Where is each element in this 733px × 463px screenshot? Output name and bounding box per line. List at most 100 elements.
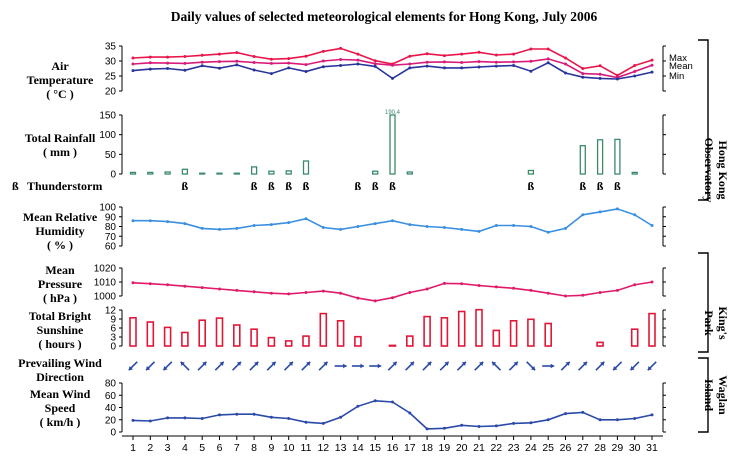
wind-arrow-head bbox=[613, 366, 618, 371]
pressure-mean-point bbox=[269, 291, 273, 295]
temperature-max-point bbox=[546, 47, 550, 51]
rainfall-bar bbox=[406, 171, 413, 175]
sunshine-bar bbox=[405, 335, 414, 347]
x-tick-label: 10 bbox=[283, 442, 295, 454]
temperature-min-point bbox=[166, 67, 170, 70]
wind-arrow-head bbox=[360, 363, 364, 369]
thunderstorm-symbol: ß bbox=[579, 179, 586, 193]
temperature-mean-point bbox=[477, 60, 481, 64]
temperature-max-point bbox=[494, 53, 498, 57]
wind-arrow bbox=[629, 361, 640, 371]
temperature-min-point bbox=[287, 66, 291, 70]
humidity-tick-label: 60 bbox=[105, 242, 117, 253]
humidity-mean-point bbox=[460, 227, 464, 231]
temperature-min-series bbox=[131, 61, 654, 81]
rainfall-bar bbox=[389, 114, 396, 175]
wind-speed-mean-point bbox=[598, 418, 602, 422]
temperature-min-point bbox=[564, 71, 567, 75]
wind-arrow-head bbox=[479, 361, 484, 366]
wind-speed-mean-point bbox=[218, 413, 221, 417]
temperature-mean-point bbox=[598, 72, 602, 76]
humidity-mean-point bbox=[200, 226, 204, 230]
wind-speed-mean-point bbox=[512, 421, 516, 425]
sunshine-bar bbox=[233, 324, 241, 347]
sunshine-bar bbox=[129, 316, 137, 347]
pressure-mean-point bbox=[304, 291, 308, 294]
x-tick-label: 28 bbox=[594, 442, 606, 454]
thunderstorm-symbol: ß bbox=[389, 179, 396, 193]
temperature-tick-label: 20 bbox=[105, 87, 117, 98]
wind-speed-mean-point bbox=[546, 418, 550, 422]
wind-arrow bbox=[456, 361, 467, 371]
sunshine-bar bbox=[388, 344, 397, 347]
humidity-mean-point bbox=[615, 207, 619, 211]
pressure-mean-point bbox=[529, 288, 533, 292]
temperature-min-point bbox=[252, 68, 256, 72]
temperature-mean-point bbox=[166, 61, 170, 65]
temperature-axis: 20 25 30 35 bbox=[105, 42, 666, 98]
wind-arrow bbox=[387, 361, 398, 371]
sunshine-bar bbox=[440, 316, 449, 347]
sunshine-bar bbox=[302, 335, 310, 347]
sunshine-bar bbox=[544, 322, 553, 347]
temperature-max-point bbox=[148, 55, 152, 59]
humidity-mean-point bbox=[287, 221, 291, 225]
sunshine-bar bbox=[181, 331, 189, 347]
pressure-mean-point bbox=[235, 288, 239, 292]
sunshine-bar bbox=[354, 335, 362, 347]
temperature-max-point bbox=[425, 52, 429, 56]
wind-arrow bbox=[439, 361, 450, 371]
x-tick-label: 27 bbox=[577, 442, 589, 454]
x-tick-label: 1 bbox=[130, 442, 136, 454]
wind-speed-mean-point bbox=[356, 404, 360, 408]
wind-speed-mean-point bbox=[321, 421, 325, 425]
humidity-label-line: Humidity bbox=[35, 224, 84, 238]
wind-arrow bbox=[249, 361, 259, 371]
temperature-label-line: ( °C ) bbox=[46, 87, 73, 101]
temperature-min-point bbox=[650, 70, 654, 74]
wind-arrow bbox=[647, 361, 657, 371]
temperature-legend-max: Max bbox=[669, 53, 687, 64]
temperature-min-point bbox=[529, 69, 533, 73]
wind-arrow-head bbox=[530, 366, 536, 371]
rainfall-bar bbox=[631, 171, 638, 175]
pressure-label-line: Pressure bbox=[38, 277, 83, 291]
temperature-max-point bbox=[477, 50, 481, 54]
x-tick-label: 16 bbox=[387, 442, 399, 454]
rainfall-tick-label: 50 bbox=[105, 150, 117, 161]
wind-speed-mean-point bbox=[581, 410, 585, 414]
humidity-mean-point bbox=[494, 224, 498, 227]
temperature-mean-point bbox=[148, 61, 152, 65]
temperature-mean-point bbox=[442, 60, 446, 64]
wind-arrow bbox=[128, 361, 138, 371]
sunshine-label-line: Sunshine bbox=[37, 323, 84, 337]
humidity-mean-point bbox=[235, 226, 239, 230]
rainfall-bar bbox=[614, 138, 621, 175]
rainfall-label-line: ( mm ) bbox=[43, 145, 77, 159]
temperature-min-point bbox=[373, 64, 377, 68]
temperature-max-point bbox=[373, 59, 377, 63]
sunshine-bar bbox=[215, 317, 224, 347]
wind-direction-arrows bbox=[128, 361, 657, 371]
wind-speed-tick-label: 0 bbox=[110, 428, 116, 439]
humidity-mean-point bbox=[356, 225, 360, 228]
temperature-mean-point bbox=[131, 62, 135, 66]
wind-speed-mean-point bbox=[304, 420, 308, 424]
rainfall-bar bbox=[164, 171, 171, 175]
sunshine-bar bbox=[648, 312, 656, 347]
wind-direction-label-line: Direction bbox=[36, 370, 84, 384]
wind-speed-mean-series bbox=[131, 399, 654, 431]
temperature-max-point bbox=[460, 52, 464, 56]
wind-arrow bbox=[214, 361, 225, 371]
temperature-max-point bbox=[356, 52, 360, 56]
wind-arrow-head bbox=[323, 361, 328, 366]
pressure-mean-point bbox=[615, 288, 619, 292]
temperature-min-point bbox=[183, 68, 187, 72]
wind-arrow-head bbox=[288, 361, 293, 366]
temperature-mean-point bbox=[460, 61, 464, 64]
wind-speed-mean-line bbox=[132, 399, 653, 430]
humidity-mean-point bbox=[425, 225, 429, 228]
temperature-min-point bbox=[356, 62, 360, 66]
waglan-bracket bbox=[698, 357, 709, 433]
